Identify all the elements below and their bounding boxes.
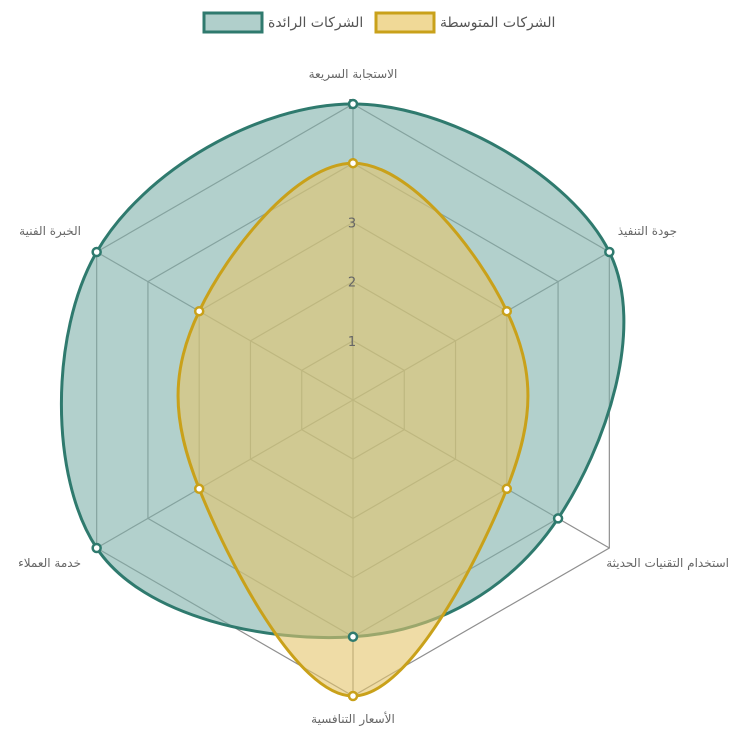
legend-swatch-series-2 — [374, 11, 436, 34]
tick-label-2: 2 — [348, 276, 356, 291]
tick-label-3: 3 — [348, 216, 356, 231]
axis-label-1: الاستجابة السريعة — [309, 67, 398, 82]
data-point-s2-1[interactable] — [347, 157, 359, 169]
data-point-s1-5[interactable] — [91, 542, 102, 554]
data-point-s1-1[interactable] — [347, 98, 359, 110]
data-point-s2-4[interactable] — [347, 690, 359, 702]
data-point-s2-5[interactable] — [193, 483, 205, 495]
axis-label-6: الخبرة الفنية — [19, 224, 81, 239]
legend-item-series-1[interactable]: الشركات الرائدة — [202, 11, 363, 34]
tick-label-1: 1 — [348, 335, 356, 350]
data-point-s2-6[interactable] — [193, 305, 205, 317]
legend-label-series-2: الشركات المتوسطة — [440, 15, 555, 31]
axis-label-2: جودة التنفيذ — [618, 224, 677, 239]
axis-label-5: خدمة العملاء — [18, 556, 81, 570]
legend-swatch-series-1 — [202, 11, 264, 34]
legend: الشركات الرائدة الشركات المتوسطة — [202, 11, 555, 34]
data-point-s2-3[interactable] — [501, 483, 513, 495]
series-areas — [59, 102, 626, 698]
data-point-s2-2[interactable] — [501, 305, 513, 317]
data-point-s1-4[interactable] — [347, 631, 359, 643]
data-point-s1-3[interactable] — [552, 513, 564, 524]
axis-label-3: استخدام التقنيات الحديثة — [606, 556, 729, 570]
axis-label-4: الأسعار التنافسية — [311, 711, 395, 727]
axis-labels: الاستجابة السريعة جودة التنفيذ استخدام الت… — [18, 67, 729, 727]
data-point-s1-6[interactable] — [91, 246, 102, 258]
data-point-s1-2[interactable] — [604, 246, 615, 258]
series-points — [91, 98, 615, 702]
legend-label-series-1: الشركات الرائدة — [268, 15, 363, 31]
legend-item-series-2[interactable]: الشركات المتوسطة — [374, 11, 555, 34]
